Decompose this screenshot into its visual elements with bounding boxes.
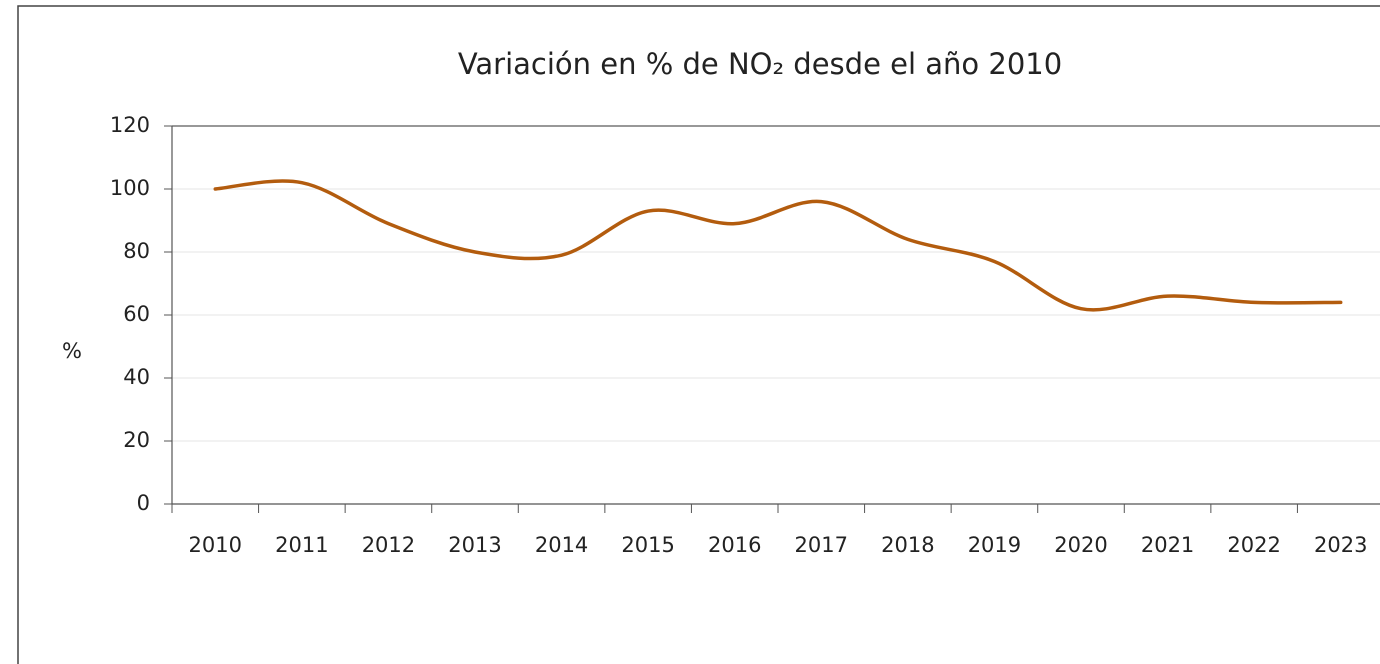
x-tick-label: 2014 (535, 533, 588, 557)
y-tick-label: 40 (123, 365, 150, 389)
x-tick-label: 2021 (1141, 533, 1194, 557)
x-tick-label: 2016 (708, 533, 761, 557)
x-tick-label: 2017 (795, 533, 848, 557)
y-axis-label: % (62, 339, 82, 363)
x-tick-label: 2022 (1227, 533, 1280, 557)
y-tick-label: 0 (137, 491, 150, 515)
x-tick-label: 2019 (968, 533, 1021, 557)
y-tick-label: 20 (123, 428, 150, 452)
x-tick-label: 2012 (362, 533, 415, 557)
chart-title: Variación en % de NO₂ desde el año 2010 (458, 47, 1062, 81)
y-tick-label: 120 (110, 113, 150, 137)
x-tick-label: 2015 (621, 533, 674, 557)
x-tick-label: 2018 (881, 533, 934, 557)
x-tick-label: 2011 (275, 533, 328, 557)
x-tick-label: 2020 (1054, 533, 1107, 557)
data-line (213, 179, 1343, 312)
x-tick-label: 2010 (189, 533, 242, 557)
chart-border (17, 5, 1380, 664)
y-tick-label: 80 (123, 239, 150, 263)
y-tick-label: 100 (110, 176, 150, 200)
y-tick-label: 60 (123, 302, 150, 326)
x-tick-label: 2013 (448, 533, 501, 557)
x-tick-label: 2023 (1314, 533, 1367, 557)
